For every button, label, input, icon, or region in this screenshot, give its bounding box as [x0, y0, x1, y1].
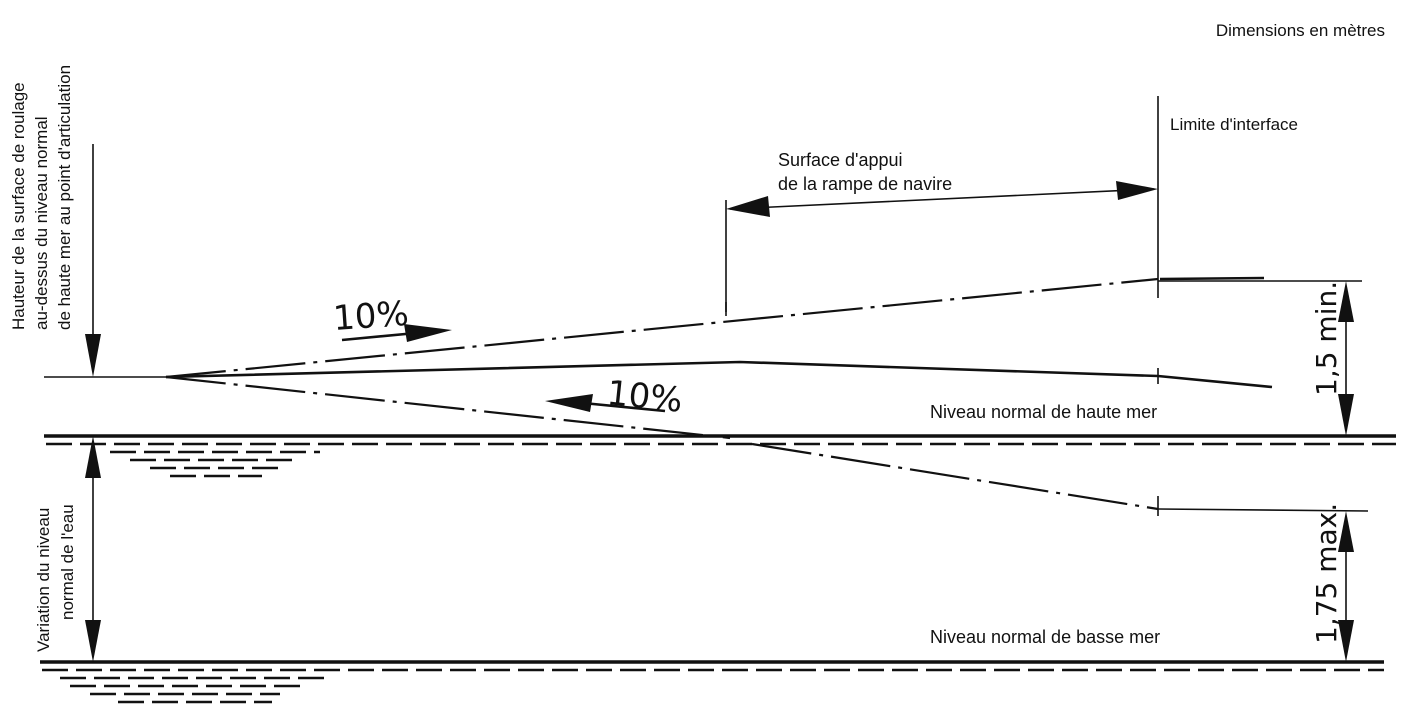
min-dimension-label: 1,5 min. [1310, 281, 1343, 396]
upper-slope-arrow-shaft [341, 331, 417, 342]
variation-label-1: Variation du niveau [34, 508, 53, 652]
height-axis-label-1: Hauteur de la surface de roulage [9, 82, 28, 330]
min-dimension-arrow-top [1338, 281, 1354, 322]
high-water-label: Niveau normal de haute mer [930, 402, 1157, 422]
interface-limit-label: Limite d'interface [1170, 115, 1298, 134]
ramp-support-arrow-right [1116, 181, 1158, 200]
upper-slope-arrow-head [404, 324, 452, 342]
dimensions-note: Dimensions en mètres [1216, 21, 1385, 40]
lower-slope-line-a [165, 375, 731, 440]
lower-level-line [1157, 508, 1369, 512]
variation-label-2: normal de l'eau [58, 504, 77, 620]
max-dimension-arrow-top [1338, 511, 1354, 552]
lower-slope-arrow-shaft [582, 401, 666, 413]
variation-arrow-head-top [85, 436, 101, 478]
upper-slope-label: 10% [332, 294, 410, 339]
upper-level-segment [1159, 276, 1265, 281]
height-axis-label-2: au-dessus du niveau normal [32, 116, 51, 330]
max-dimension-arrow-bottom [1338, 620, 1354, 662]
lower-slope-line-b [751, 442, 1159, 511]
ramp-support-dimension-line [729, 188, 1155, 210]
ramp-support-label-2: de la rampe de navire [778, 174, 952, 194]
height-arrow-head [85, 334, 101, 377]
ramp-support-label-1: Surface d'appui [778, 150, 903, 170]
ramp-profile-line [165, 360, 1273, 389]
lower-slope-arrow-head [545, 394, 593, 412]
low-water-label: Niveau normal de basse mer [930, 627, 1160, 647]
upper-slope-line [165, 277, 1159, 379]
variation-arrow-head-bottom [85, 620, 101, 662]
ramp-support-arrow-left [726, 196, 770, 217]
max-dimension-label: 1,75 max. [1310, 503, 1343, 644]
lower-slope-label: 10% [605, 373, 684, 421]
height-axis-label-3: de haute mer au point d'articulation [55, 65, 74, 330]
min-dimension-arrow-bottom [1338, 394, 1354, 436]
